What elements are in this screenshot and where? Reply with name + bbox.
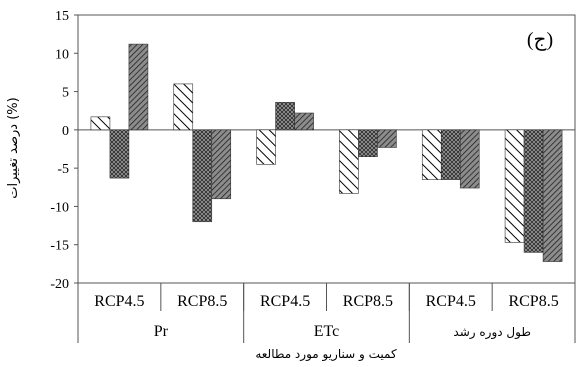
y-axis-title: درصد تغییرات (%) (6, 97, 21, 198)
bar (256, 129, 276, 165)
y-tick-label: 15 (55, 9, 69, 24)
y-axis: 15 10 5 0 -5 -10 -15 -20 (50, 9, 575, 292)
y-tick-label: 10 (55, 47, 69, 62)
bar (358, 129, 378, 157)
bar (440, 129, 461, 180)
bar (128, 43, 149, 131)
bars (90, 43, 563, 262)
y-tick-label: -10 (50, 200, 69, 215)
x-tick-label: RCP8.5 (508, 293, 558, 310)
bar (523, 129, 544, 253)
bar (275, 101, 295, 131)
bar (90, 116, 111, 131)
y-tick-label: 0 (62, 124, 69, 139)
y-tick-label: 5 (62, 86, 69, 101)
bar (504, 129, 525, 243)
group-label: Pr (154, 323, 169, 340)
bar (542, 129, 563, 262)
bar (421, 129, 442, 180)
panel-label: (ج) (527, 29, 553, 51)
y-tick-label: -15 (50, 239, 69, 254)
bar (339, 129, 359, 194)
bar (192, 129, 213, 223)
y-tick-label: -5 (57, 162, 69, 177)
plot-area (77, 14, 576, 284)
x-tick-label: RCP4.5 (260, 293, 310, 310)
group-label: ETc (314, 323, 340, 340)
bar (109, 129, 130, 179)
bar (211, 129, 232, 200)
x-axis-title: کمیت و سناریو مورد مطالعه (255, 347, 397, 362)
x-tick-label: RCP4.5 (94, 293, 144, 310)
bar (173, 83, 194, 131)
group-label: طول دوره رشد (453, 325, 530, 340)
x-tick-label: RCP8.5 (177, 293, 227, 310)
bar (377, 129, 397, 148)
bar (294, 112, 314, 131)
y-tick-label: -20 (50, 277, 69, 292)
x-tick-label: RCP4.5 (426, 293, 476, 310)
bar (459, 129, 480, 189)
x-axis: RCP4.5 RCP8.5 RCP4.5 RCP8.5 RCP4.5 RCP8.5 Pr ET… (77, 283, 576, 343)
x-tick-label: RCP8.5 (343, 293, 393, 310)
